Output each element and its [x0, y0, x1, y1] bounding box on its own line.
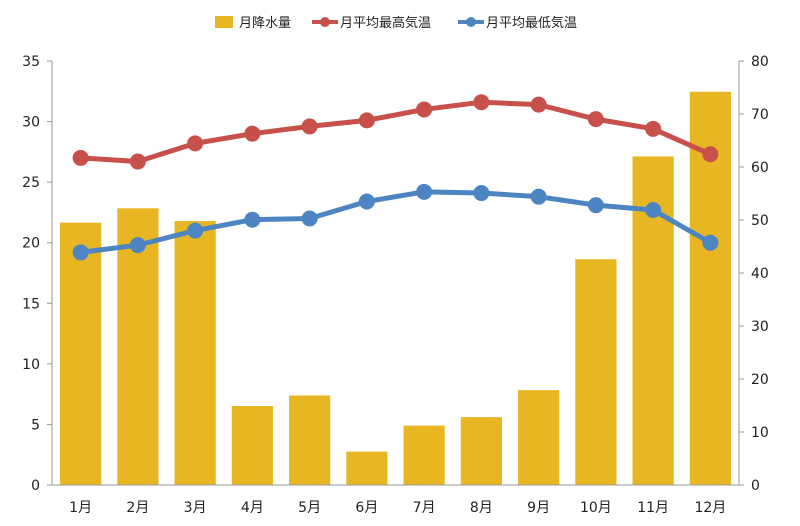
point-1-5月 [301, 210, 318, 227]
point-1-4月 [244, 211, 261, 228]
x-tick-label: 6月 [355, 500, 378, 516]
point-1-7月 [416, 183, 433, 200]
point-1-1月 [72, 244, 89, 261]
y-right-tick-label: 50 [751, 213, 769, 229]
bar-8月 [460, 417, 502, 485]
point-0-3月 [187, 135, 204, 152]
y-left-tick-label: 30 [22, 115, 40, 131]
point-1-8月 [473, 185, 490, 202]
bar-1月 [60, 222, 102, 485]
point-0-9月 [530, 96, 547, 113]
legend-swatch-marker [320, 17, 330, 27]
point-0-6月 [358, 112, 375, 129]
line-series [72, 94, 719, 261]
y-right-tick-label: 80 [751, 54, 769, 70]
x-tick-label: 12月 [694, 500, 726, 516]
bar-2月 [117, 208, 159, 485]
x-tick-label: 9月 [527, 500, 550, 516]
y-right-tick-label: 40 [751, 266, 769, 282]
legend-swatch-bar [215, 16, 233, 28]
x-tick-label: 3月 [184, 500, 207, 516]
x-tick-label: 2月 [126, 500, 149, 516]
legend: 月降水量 月平均最高気温 月平均最低気温 [215, 15, 577, 31]
y-left-tick-label: 10 [22, 357, 40, 373]
line-1 [80, 189, 712, 255]
point-0-1月 [72, 149, 89, 166]
point-0-12月 [702, 146, 719, 163]
x-tick-label: 10月 [580, 500, 612, 516]
point-1-9月 [530, 188, 547, 205]
point-1-3月 [187, 222, 204, 239]
y-right-tick-label: 10 [751, 425, 769, 441]
x-tick-label: 5月 [298, 500, 321, 516]
y-left-tick-label: 25 [22, 175, 40, 191]
point-0-2月 [129, 153, 146, 170]
y-left-tick-label: 5 [31, 417, 40, 433]
y-right-tick-label: 20 [751, 372, 769, 388]
line-0 [80, 99, 712, 165]
x-tick-label: 8月 [470, 500, 493, 516]
y-right-tick-label: 70 [751, 107, 769, 123]
point-0-8月 [473, 94, 490, 111]
bar-series [60, 91, 731, 486]
bar-3月 [174, 221, 216, 485]
axes [47, 60, 744, 486]
bar-7月 [403, 425, 445, 485]
point-0-7月 [416, 101, 433, 118]
point-1-10月 [587, 197, 604, 214]
point-0-4月 [244, 125, 261, 142]
bar-4月 [231, 406, 273, 485]
bar-9月 [518, 390, 560, 485]
y-right-tick-label: 30 [751, 319, 769, 335]
point-0-11月 [645, 120, 662, 137]
point-1-12月 [702, 234, 719, 251]
legend-label: 月平均最低気温 [486, 15, 577, 31]
y-right-tick-label: 0 [751, 478, 760, 494]
tick-labels: 0 5 10 15 20 25 30 35 0 10 20 30 40 50 60 70 80 1月 2月 3月 4月 5… [22, 54, 769, 516]
x-tick-label: 1月 [69, 500, 92, 516]
legend-label: 月降水量 [239, 16, 291, 31]
y-left-tick-label: 0 [31, 478, 40, 494]
y-left-tick-label: 35 [22, 54, 40, 70]
bar-10月 [575, 259, 617, 485]
bar-5月 [289, 395, 331, 485]
point-0-5月 [301, 118, 318, 135]
x-tick-label: 4月 [241, 500, 264, 516]
point-1-11月 [645, 202, 662, 219]
legend-label: 月平均最高気温 [340, 15, 431, 31]
point-1-2月 [129, 237, 146, 254]
bar-6月 [346, 451, 388, 485]
y-right-tick-label: 60 [751, 160, 769, 176]
x-tick-label: 7月 [413, 500, 436, 516]
point-1-6月 [358, 193, 375, 210]
point-0-10月 [587, 111, 604, 128]
y-left-tick-label: 20 [22, 236, 40, 252]
y-left-tick-label: 15 [22, 296, 40, 312]
legend-swatch-marker [466, 17, 476, 27]
x-tick-label: 11月 [637, 500, 669, 516]
